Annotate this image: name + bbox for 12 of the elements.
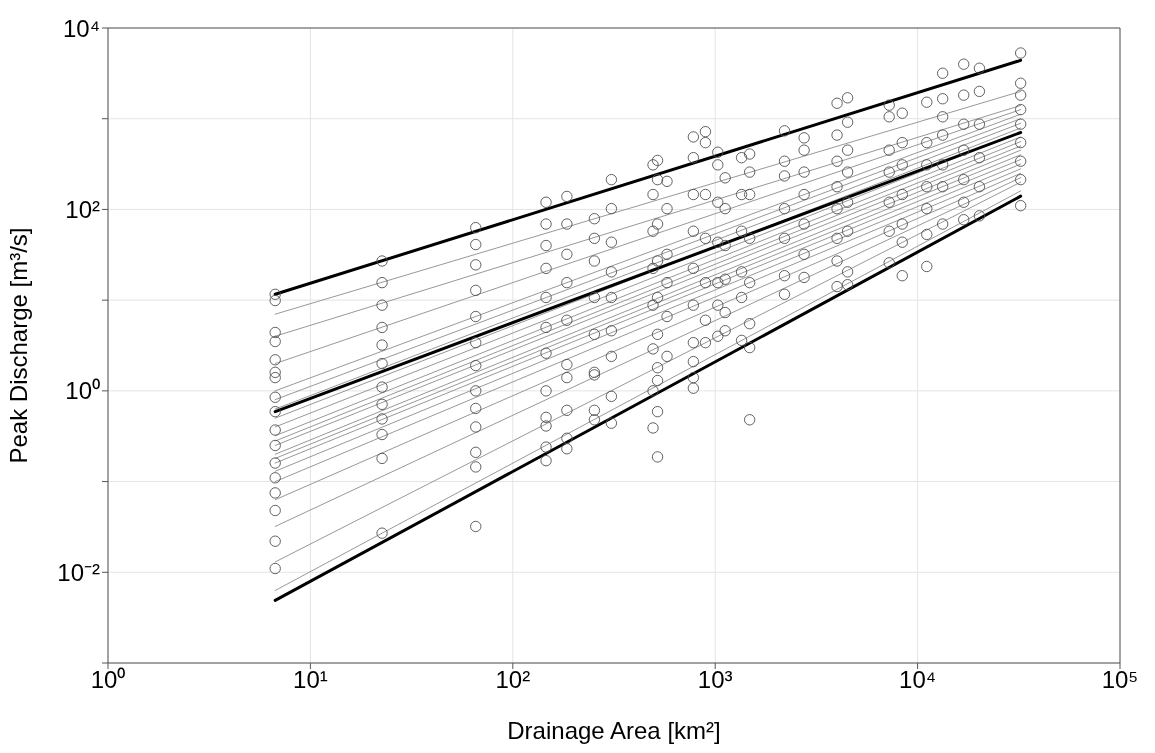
y-tick-label: 10²	[65, 195, 101, 223]
x-tick-label: 10⁰	[90, 666, 126, 694]
x-tick-label: 10²	[495, 666, 531, 694]
y-tick-label: 10⁰	[65, 377, 100, 405]
x-tick-label: 10¹	[293, 666, 328, 694]
x-tick-label: 10³	[697, 666, 733, 694]
y-tick-label: 10⁴	[62, 14, 100, 42]
y-tick-label: 10⁻²	[57, 558, 101, 586]
y-axis-title: Peak Discharge [m³/s]	[4, 227, 32, 464]
x-tick-label: 10⁴	[899, 666, 937, 694]
x-tick-label: 10⁵	[1101, 666, 1139, 694]
x-axis-title: Drainage Area [km²]	[507, 717, 721, 744]
